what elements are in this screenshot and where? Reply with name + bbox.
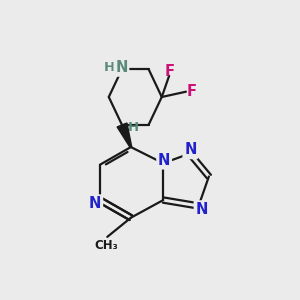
Text: N: N bbox=[89, 196, 101, 211]
Text: N: N bbox=[115, 60, 128, 75]
Text: N: N bbox=[158, 153, 170, 168]
Text: F: F bbox=[186, 84, 196, 99]
Text: H: H bbox=[104, 61, 115, 74]
Text: CH₃: CH₃ bbox=[94, 238, 118, 252]
Text: N: N bbox=[195, 202, 208, 217]
Text: N: N bbox=[184, 142, 196, 158]
Text: F: F bbox=[164, 64, 174, 79]
Text: H: H bbox=[128, 121, 140, 134]
Polygon shape bbox=[117, 123, 132, 147]
